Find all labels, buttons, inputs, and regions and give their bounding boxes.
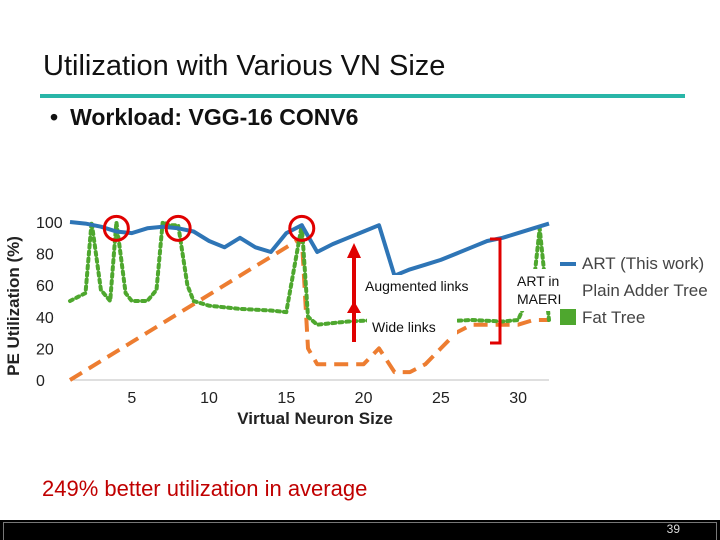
workload-text: Workload: VGG-16 CONV6 bbox=[70, 104, 359, 130]
peak-circle-marker bbox=[288, 214, 316, 242]
utilization-chart: 0 20 40 60 80 100 5 10 15 20 25 30 Virtual Neuron Si… bbox=[4, 214, 708, 428]
workload-bullet: • Workload: VGG-16 CONV6 bbox=[50, 104, 358, 131]
footer-bar: 39 bbox=[0, 520, 720, 540]
annotation-art-in: ART in bbox=[517, 273, 559, 289]
title-underline bbox=[40, 94, 685, 98]
bullet-dot: • bbox=[50, 104, 59, 130]
y-tick-label: 80 bbox=[36, 247, 54, 264]
slide-title: Utilization with Various VN Size bbox=[43, 50, 446, 82]
y-tick-label: 40 bbox=[36, 310, 54, 327]
y-axis-label: PE Utilization (%) bbox=[4, 236, 23, 376]
y-tick-label: 100 bbox=[36, 215, 63, 232]
annotation-bg bbox=[367, 316, 457, 338]
series-line-art-this-work bbox=[69, 220, 550, 278]
footer-frame bbox=[3, 522, 717, 540]
y-tick-label: 60 bbox=[36, 278, 54, 295]
annotation-wide-links: Wide links bbox=[372, 319, 436, 335]
annotation-bracket bbox=[490, 237, 502, 345]
annotation-augmented-links: Augmented links bbox=[365, 278, 469, 294]
peak-circle-marker bbox=[164, 214, 192, 242]
legend-label: Fat Tree bbox=[582, 308, 645, 327]
annotation-bg bbox=[362, 275, 492, 297]
annotation-arrow-head-mid bbox=[347, 301, 361, 313]
annotation-bg bbox=[514, 269, 568, 311]
x-tick-label: 10 bbox=[200, 390, 218, 407]
annotation-maeri: MAERI bbox=[517, 291, 561, 307]
summary-text: 249% better utilization in average bbox=[42, 476, 368, 501]
page-number: 39 bbox=[666, 522, 680, 536]
legend-label: ART (This work) bbox=[582, 254, 704, 273]
y-tick-label: 20 bbox=[36, 341, 54, 358]
x-tick-label: 5 bbox=[127, 390, 136, 407]
x-tick-label: 15 bbox=[277, 390, 295, 407]
x-tick-label: 25 bbox=[432, 390, 450, 407]
legend-swatch-fat-tree bbox=[560, 309, 576, 325]
legend-label: Plain Adder Tree bbox=[582, 281, 708, 300]
x-tick-label: 30 bbox=[509, 390, 527, 407]
annotation-arrow-head-up bbox=[347, 243, 361, 258]
x-axis-label: Virtual Neuron Size bbox=[237, 409, 393, 428]
y-tick-label: 0 bbox=[36, 373, 45, 390]
series-line-plain-adder-tree bbox=[68, 235, 549, 382]
peak-circle-marker bbox=[102, 214, 130, 242]
series-line-fat-tree bbox=[68, 220, 551, 327]
x-tick-label: 20 bbox=[355, 390, 373, 407]
